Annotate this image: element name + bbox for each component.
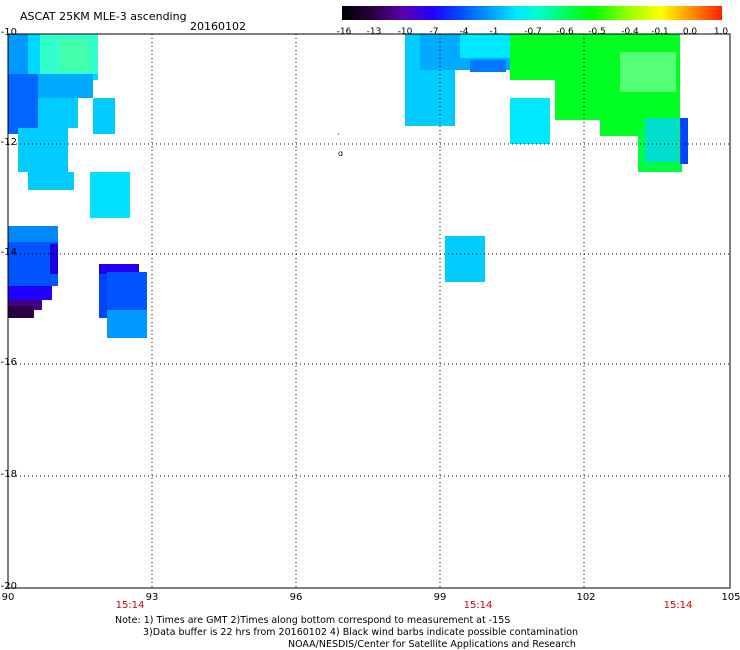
y-axis-label: -10 [0,27,17,38]
swath-cell [18,128,68,172]
colorbar-tick: -0.5 [588,27,606,37]
grid-lines [8,34,730,588]
time-label: 15:14 [115,600,145,611]
time-label: 15:14 [463,600,493,611]
swath-cell [470,60,506,72]
colorbar-tick: 1.0 [713,27,729,37]
x-axis-label: 105 [721,592,740,603]
wind-swaths [8,34,688,338]
island-mark: ɑ [338,149,343,158]
colorbar-tick: 0.0 [682,27,698,37]
swath-cell [8,34,28,74]
swath-cell [680,118,688,164]
time-label: 15:14 [663,600,693,611]
colorbar-tick: -4 [459,27,469,37]
swath-cell [90,172,130,218]
colorbar-tick: -0.4 [621,27,639,37]
product-date: 20160102 [190,20,246,33]
colorbar-tick: -16 [336,27,352,37]
swath-cell [8,306,34,318]
swath-cell [107,310,147,338]
swath-cell [38,98,78,128]
x-axis-label: 102 [576,592,596,603]
y-axis-label: -20 [0,581,17,592]
colorbar-tick: -0.6 [556,27,574,37]
product-title: ASCAT 25KM MLE-3 ascending [20,10,187,23]
note-line-3: NOAA/NESDIS/Center for Satellite Applica… [288,639,576,650]
swath-cell [510,98,550,144]
colorbar-tick: -10 [397,27,413,37]
colorbar-gradient [342,6,722,20]
swath-cell [99,264,139,274]
swath-cell [8,300,42,310]
colorbar-tick: -0.1 [651,27,669,37]
swath-cell [445,236,485,282]
colorbar-tick: -13 [366,27,382,37]
y-axis-label: -16 [0,357,17,368]
y-axis-label: -18 [0,469,17,480]
swath-cell [50,244,58,274]
colorbar-tick: -0.7 [524,27,542,37]
x-axis-label: 93 [145,592,159,603]
x-axis-label: 99 [433,592,447,603]
plot-border [7,33,731,589]
colorbar-tick: -7 [429,27,439,37]
swath-cell [93,98,115,134]
x-axis-label: 90 [1,592,15,603]
swath-cell [8,286,52,300]
note-line-2: 3)Data buffer is 22 hrs from 20160102 4)… [143,627,579,638]
island-mark: ˋ [337,132,341,142]
y-axis-label: -12 [0,137,17,148]
note-line-1: Note: 1) Times are GMT 2)Times along bot… [115,615,511,626]
swath-cell [620,52,676,92]
swath-cell [8,74,38,134]
swath-cell [28,172,74,190]
x-axis-label: 96 [289,592,303,603]
swath-cell [8,226,58,242]
colorbar-tick: -1 [489,27,499,37]
swath-cell [645,118,679,162]
swath-cell [60,40,90,70]
y-axis-label: -14 [0,247,17,258]
